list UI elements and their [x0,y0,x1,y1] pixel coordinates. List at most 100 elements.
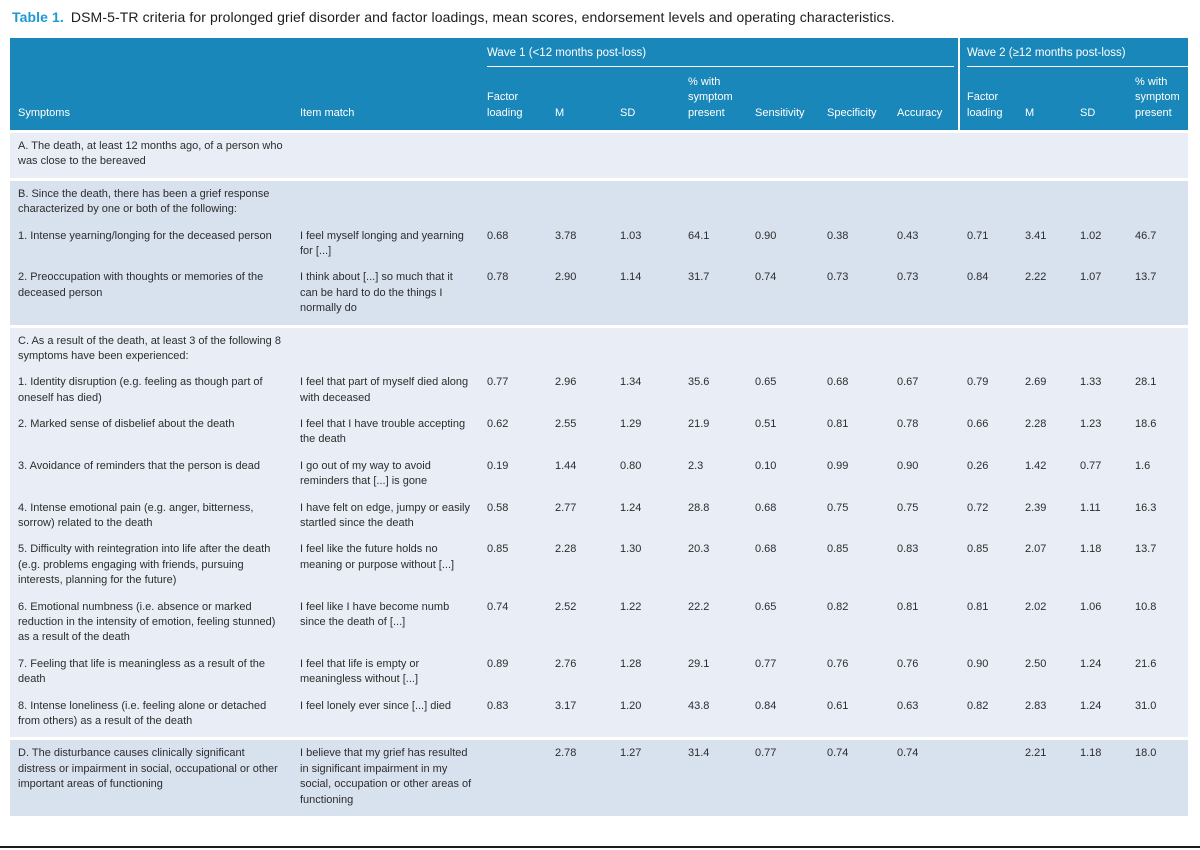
table-row: 1. Intense yearning/longing for the dece… [10,229,1188,260]
value-cell: 0.80 [620,459,642,472]
value-cell: 2.52 [555,600,577,613]
value-cell: 2.02 [1025,600,1047,613]
value-cell: 3.41 [1025,229,1047,242]
value-cell: 0.77 [755,657,777,670]
value-cell: 64.1 [688,229,710,242]
symptom-cell: 2. Marked sense of disbelief about the d… [18,418,235,431]
section-2: C. As a result of the death, at least 3 … [10,327,1188,738]
item-match-cell: I believe that my grief has resulted in … [300,747,472,806]
section-0: A. The death, at least 12 months ago, of… [10,133,1188,178]
value-cell: 0.82 [967,699,989,712]
value-cell: 0.78 [897,418,919,431]
value-cell: 2.90 [555,271,577,284]
symptom-cell: 6. Emotional numbness (i.e. absence or m… [18,600,276,644]
item-match-cell: I have felt on edge, jumpy or easily sta… [300,501,470,530]
item-match-cell: I feel lonely ever since [...] died [300,699,452,712]
value-cell: 2.07 [1025,543,1047,556]
symptom-cell: 1. Intense yearning/longing for the dece… [18,229,272,242]
section-header: A. The death, at least 12 months ago, of… [18,140,283,168]
value-cell: 2.77 [555,501,577,514]
value-cell: 0.74 [827,747,849,760]
value-cell: 1.03 [620,229,642,242]
value-cell: 1.07 [1080,271,1102,284]
value-cell: 0.72 [967,501,989,514]
symptom-cell: 2. Preoccupation with thoughts or memori… [18,271,264,299]
table-row: 6. Emotional numbness (i.e. absence or m… [10,600,1188,646]
value-cell: 0.83 [897,543,919,556]
symptom-cell: 4. Intense emotional pain (e.g. anger, b… [18,501,254,530]
item-match-cell: I feel like I have become numb since the… [300,600,450,628]
value-cell: 1.33 [1080,376,1102,389]
value-cell: 0.66 [967,418,989,431]
value-cell: 2.39 [1025,501,1047,514]
value-cell: 28.1 [1135,376,1157,389]
value-cell: 0.65 [755,600,777,613]
column-header-row: Symptoms Item match Factor loading M SD % wit… [10,75,1188,130]
column-header-9: Factor loading [967,91,1003,119]
value-cell: 0.73 [897,271,919,284]
value-cell: 1.22 [620,600,642,613]
column-header-12: % with symptom present [1135,75,1180,119]
value-cell: 0.73 [827,271,849,284]
wave1-group-header: Wave 1 (<12 months post-loss) [487,47,954,67]
value-cell: 22.2 [688,600,710,613]
symptom-cell: 1. Identity disruption (e.g. feeling as … [18,376,263,404]
column-header-1: Item match [300,106,355,119]
value-cell: 1.24 [1080,657,1102,670]
value-cell: 0.67 [897,376,919,389]
value-cell [967,746,1025,808]
value-cell: 0.84 [755,699,777,712]
value-cell: 0.43 [897,229,919,242]
symptom-cell: D. The disturbance causes clinically sig… [18,747,278,791]
value-cell: 0.68 [755,501,777,514]
item-match-cell: I go out of my way to avoid reminders th… [300,459,431,488]
column-header-7: Specificity [827,106,877,119]
value-cell: 0.85 [487,543,509,556]
column-header-6: Sensitivity [755,106,805,119]
value-cell: 1.24 [620,501,642,514]
column-header-8: Accuracy [897,106,943,119]
value-cell: 0.77 [1080,459,1102,472]
table-row: 5. Difficulty with reintegration into li… [10,542,1188,588]
value-cell: 2.3 [688,459,704,472]
value-cell: 1.14 [620,271,642,284]
value-cell: 0.38 [827,229,849,242]
section-header: B. Since the death, there has been a gri… [18,187,270,216]
symptom-cell: 3. Avoidance of reminders that the perso… [18,459,260,472]
value-cell: 0.78 [487,271,509,284]
value-cell: 0.71 [967,229,989,242]
value-cell: 1.18 [1080,747,1102,760]
value-cell: 0.89 [487,657,509,670]
column-header-2: Factor loading [487,91,523,119]
value-cell: 35.6 [688,376,710,389]
value-cell: 2.28 [1025,418,1047,431]
value-cell: 1.42 [1025,459,1047,472]
value-cell: 1.18 [1080,543,1102,556]
table-row: 3. Avoidance of reminders that the perso… [10,459,1188,490]
value-cell: 0.75 [827,501,849,514]
table-row: 8. Intense loneliness (i.e. feeling alon… [10,699,1188,730]
column-header-10: M [1025,106,1035,119]
value-cell: 1.06 [1080,600,1102,613]
item-match-cell: I feel like the future holds no meaning … [300,543,455,571]
value-cell: 2.69 [1025,376,1047,389]
table-number: Table 1. [12,9,64,25]
value-cell: 0.90 [897,459,919,472]
value-cell: 16.3 [1135,501,1157,514]
value-cell: 2.76 [555,657,577,670]
value-cell: 10.8 [1135,600,1157,613]
value-cell: 0.19 [487,459,509,472]
symptom-cell: 7. Feeling that life is meaningless as a… [18,657,266,686]
table-row: 4. Intense emotional pain (e.g. anger, b… [10,501,1188,532]
value-cell: 0.90 [755,229,777,242]
value-cell: 0.68 [487,229,509,242]
table-row: 1. Identity disruption (e.g. feeling as … [10,375,1188,406]
value-cell: 1.44 [555,459,577,472]
value-cell: 0.68 [755,543,777,556]
section-3: D. The disturbance causes clinically sig… [10,740,1188,816]
column-header-11: SD [1080,106,1096,119]
value-cell: 0.85 [967,543,989,556]
value-cell: 0.84 [967,271,989,284]
value-cell: 18.6 [1135,418,1157,431]
value-cell: 21.9 [688,418,710,431]
